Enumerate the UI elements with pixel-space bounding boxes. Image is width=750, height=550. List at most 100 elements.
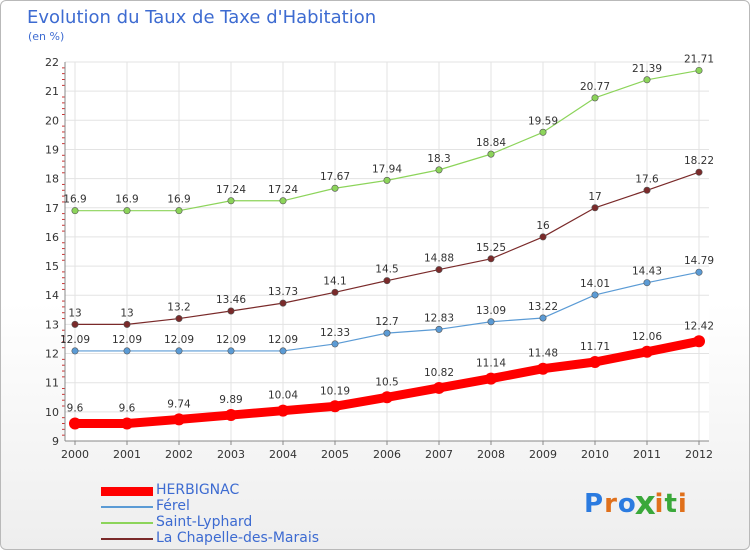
x-tick-label: 2010 (581, 448, 609, 461)
logo-letter: x (634, 485, 657, 523)
data-label: 9.74 (167, 398, 191, 410)
data-point (435, 325, 443, 333)
data-point (591, 204, 599, 212)
grid (62, 61, 709, 445)
data-label: 16.9 (63, 194, 86, 206)
data-point (329, 400, 341, 413)
data-point (487, 255, 495, 263)
data-label: 10.82 (424, 367, 454, 379)
data-point (279, 299, 287, 307)
data-label: 18.22 (684, 155, 714, 167)
data-point (227, 307, 235, 315)
series-f-rel: 12.09 12.09 12.09 12.09 12.09 12.33 12.7 12.83 1… (60, 255, 714, 355)
y-tick-label: 22 (45, 56, 59, 69)
data-point (175, 315, 183, 323)
data-label: 12.06 (632, 331, 662, 343)
y-tick-label: 17 (45, 202, 59, 215)
x-tick-label: 2001 (113, 448, 141, 461)
x-tick-label: 2011 (633, 448, 661, 461)
series-herbignac: 9.6 9.6 9.74 9.89 10.04 10.19 10.5 10.82 11.14 11… (67, 320, 714, 430)
data-point (643, 76, 651, 84)
x-tick-label: 2007 (425, 448, 453, 461)
data-label: 9.89 (219, 394, 242, 406)
data-point (279, 197, 287, 205)
data-point (71, 207, 79, 215)
data-label: 18.3 (427, 153, 450, 165)
data-point (381, 391, 393, 404)
data-label: 17.94 (372, 163, 402, 175)
x-tick-label: 2000 (61, 448, 89, 461)
data-label: 12.83 (424, 312, 454, 324)
data-point (539, 233, 547, 241)
data-label: 19.59 (528, 115, 558, 127)
data-point (123, 347, 131, 355)
data-label: 13 (68, 307, 81, 319)
data-point (435, 166, 443, 174)
legend-label-la-chapelle-des-marais: La Chapelle-des-Marais (156, 530, 320, 546)
x-tick-label: 2012 (685, 448, 713, 461)
data-point (693, 335, 705, 348)
data-point (643, 279, 651, 287)
chart-title: Evolution du Taux de Taxe d'Habitation (27, 7, 377, 28)
data-label: 10.04 (268, 390, 298, 402)
data-label: 13.09 (476, 305, 506, 317)
data-label: 17.6 (635, 173, 659, 185)
data-label: 9.6 (67, 403, 84, 415)
data-point (487, 150, 495, 158)
series-saint-lyphard: 16.9 16.9 16.9 17.24 17.24 17.67 17.94 18.3 18.8… (63, 53, 714, 215)
x-tick-label: 2003 (217, 448, 245, 461)
data-point (591, 94, 599, 102)
data-label: 12.09 (216, 334, 246, 346)
y-tick-label: 13 (45, 318, 59, 331)
data-point (279, 347, 287, 355)
data-point (383, 329, 391, 337)
logo-letter: t (664, 489, 678, 519)
y-tick-label: 9 (52, 435, 59, 448)
x-tick-label: 2006 (373, 448, 401, 461)
data-label: 10.19 (320, 385, 350, 397)
data-point (695, 268, 703, 276)
y-tick-label: 14 (45, 289, 59, 302)
data-label: 12.09 (60, 334, 90, 346)
data-label: 14.79 (684, 255, 714, 267)
data-point (539, 128, 547, 136)
logo-letter: i (654, 489, 665, 519)
data-label: 15.25 (476, 242, 506, 254)
data-label: 16 (536, 220, 550, 232)
data-label: 12.09 (268, 334, 298, 346)
data-point (331, 288, 339, 296)
data-label: 13.2 (167, 302, 190, 314)
data-point (227, 197, 235, 205)
data-label: 14.01 (580, 278, 610, 290)
data-point (175, 347, 183, 355)
data-label: 18.84 (476, 137, 506, 149)
data-point (123, 207, 131, 215)
data-label: 9.6 (119, 403, 136, 415)
data-label: 16.9 (167, 194, 190, 206)
data-label: 12.33 (320, 327, 350, 339)
y-tick-label: 10 (45, 406, 59, 419)
x-tick-label: 2008 (477, 448, 505, 461)
data-label: 11.48 (528, 348, 558, 360)
proxiti-logo: Proxiti (584, 485, 688, 523)
logo-letter: i (677, 489, 688, 519)
data-point (331, 340, 339, 348)
data-label: 21.71 (684, 53, 714, 65)
data-point (173, 413, 185, 426)
data-point (641, 345, 653, 358)
data-label: 12.09 (164, 334, 194, 346)
data-point (121, 417, 133, 430)
data-label: 14.1 (323, 275, 346, 287)
data-point (487, 318, 495, 326)
data-point (537, 362, 549, 375)
data-point (433, 381, 445, 394)
legend-label-ferel: Férel (156, 498, 190, 514)
data-label: 21.39 (632, 63, 662, 75)
data-label: 14.43 (632, 266, 662, 278)
data-label: 12.42 (684, 320, 714, 332)
data-label: 12.7 (375, 316, 398, 328)
legend-label-herbignac: HERBIGNAC (156, 482, 240, 498)
data-point (695, 66, 703, 74)
data-point (227, 347, 235, 355)
